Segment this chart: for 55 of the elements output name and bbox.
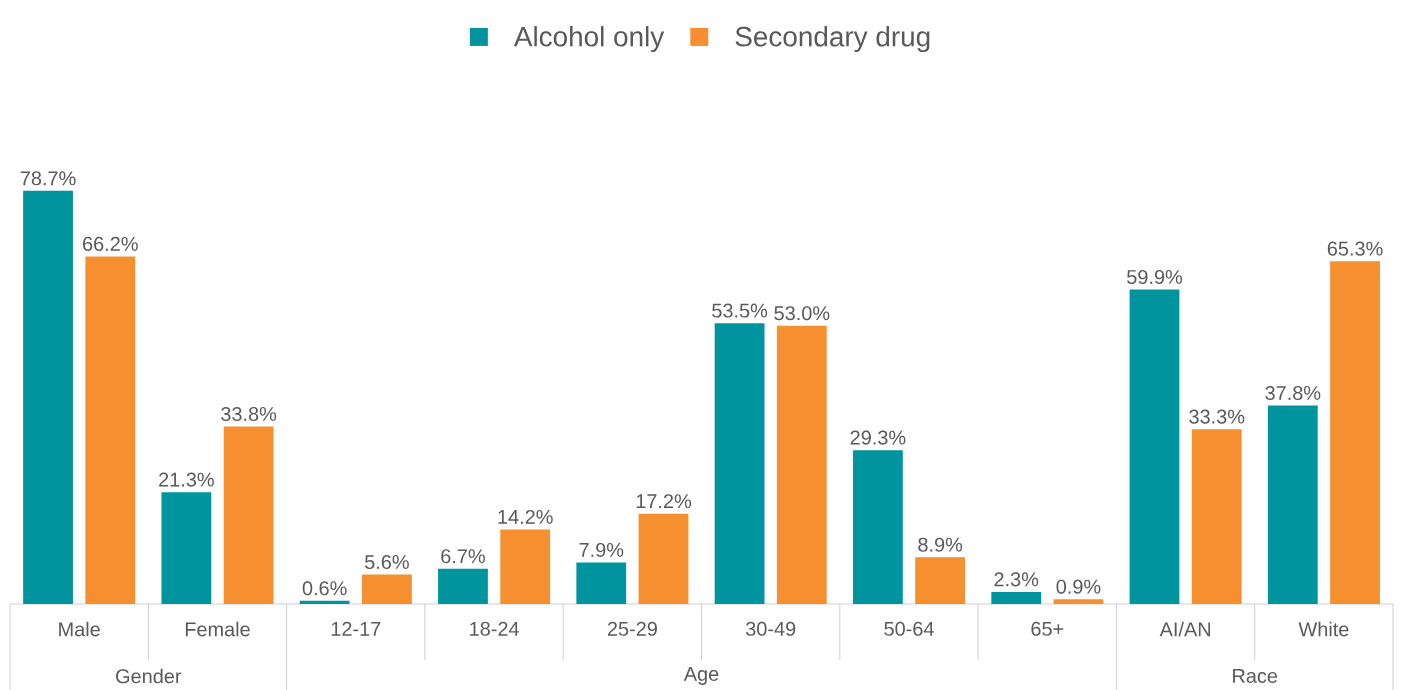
bar — [991, 591, 1042, 604]
data-label: 8.9% — [918, 537, 963, 552]
bar — [1191, 428, 1242, 604]
bar — [362, 574, 412, 604]
bar — [638, 513, 689, 604]
data-label: 5.6% — [364, 554, 409, 569]
data-label: 65.3% — [1327, 241, 1383, 256]
bar — [85, 256, 136, 604]
bar — [161, 491, 212, 604]
bar — [776, 325, 827, 604]
x-tick-label: 12-17 — [331, 621, 381, 636]
data-label: 2.3% — [994, 572, 1039, 587]
data-label: 53.0% — [774, 305, 830, 321]
data-label: 17.2% — [636, 493, 692, 508]
bar — [438, 568, 488, 604]
x-tick-label: 65+ — [1031, 621, 1064, 636]
data-label: 53.5% — [712, 303, 768, 318]
x-tick-label: 50-64 — [884, 621, 934, 636]
data-label: 29.3% — [850, 430, 906, 445]
legend-label: Secondary drug — [735, 25, 930, 52]
bar — [1267, 405, 1318, 604]
x-tick-label: Female — [185, 621, 250, 637]
bar — [714, 322, 765, 604]
bar — [852, 449, 903, 604]
data-label: 66.2% — [83, 236, 138, 251]
data-label: 33.3% — [1189, 409, 1245, 424]
x-tick-label: White — [1298, 621, 1349, 637]
bar — [1053, 599, 1104, 604]
data-label: 0.6% — [302, 580, 347, 596]
bar — [915, 557, 966, 604]
data-label: 14.2% — [498, 509, 553, 524]
bar — [223, 426, 274, 604]
bar — [23, 190, 73, 604]
data-label: 0.9% — [1056, 579, 1101, 594]
x-tick-label: Male — [59, 621, 100, 637]
data-label: 78.7% — [20, 171, 76, 186]
data-label: 59.9% — [1127, 269, 1183, 284]
data-label: 7.9% — [579, 542, 624, 557]
legend-label: Alcohol only — [513, 25, 665, 52]
x-tick-label: 30-49 — [745, 621, 796, 636]
bar — [1129, 289, 1180, 604]
text: Gender — [116, 668, 182, 684]
x-tick-label: 25-29 — [607, 621, 657, 636]
text: Race — [1233, 668, 1278, 683]
bar — [576, 562, 627, 604]
data-label: 37.8% — [1265, 385, 1321, 400]
text: Age — [683, 666, 719, 685]
bar — [1330, 260, 1380, 604]
bar — [500, 529, 551, 604]
data-label: 6.7% — [441, 548, 485, 564]
x-tick-label: 18-24 — [470, 621, 519, 636]
data-label: 33.8% — [221, 406, 277, 421]
data-label: 21.3% — [159, 472, 214, 487]
x-tick-label: AI/AN — [1159, 621, 1211, 637]
bar — [299, 600, 350, 604]
